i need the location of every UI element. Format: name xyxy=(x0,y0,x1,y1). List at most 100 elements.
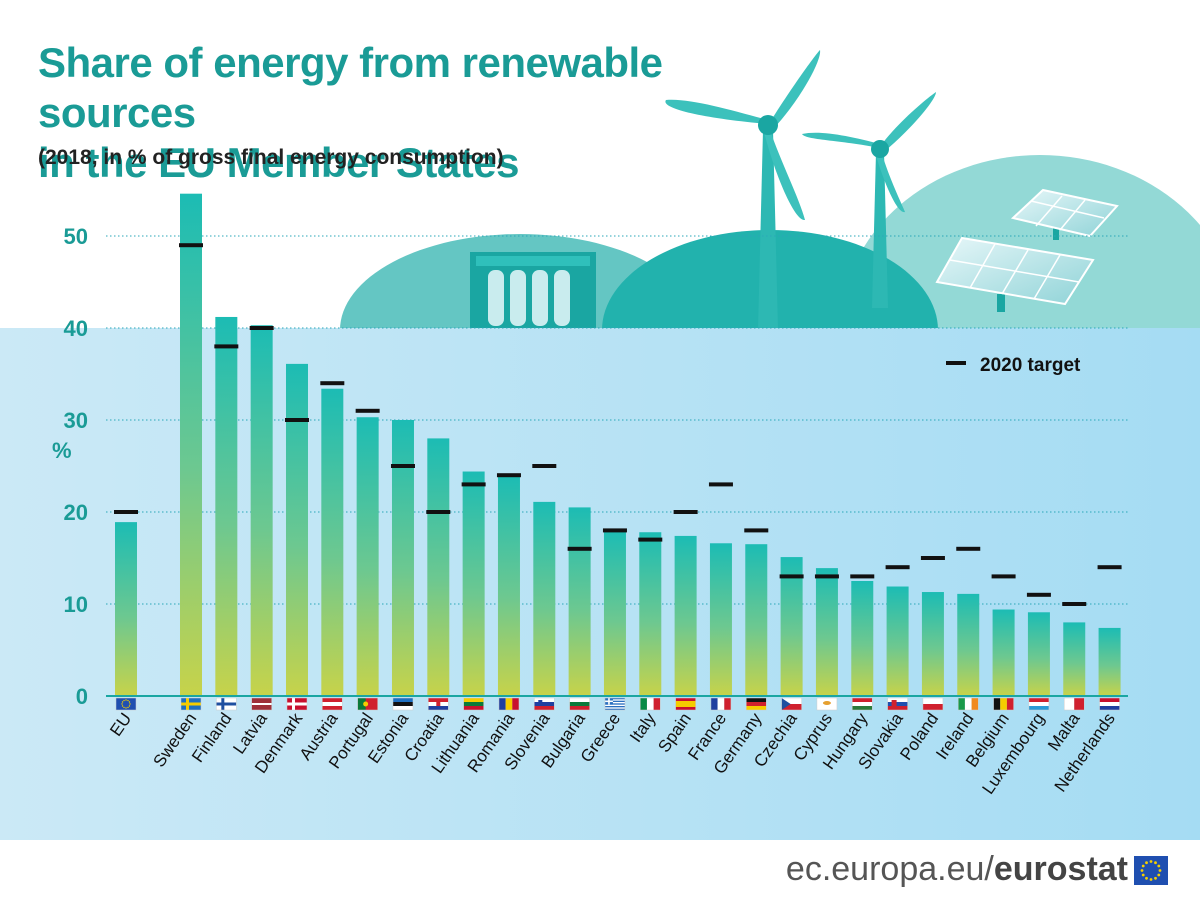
target-marker-sweden xyxy=(179,243,203,248)
flag-poland-icon xyxy=(922,697,944,711)
flag-ireland-icon xyxy=(958,697,979,711)
bar-luxembourg xyxy=(1027,612,1050,696)
bars xyxy=(115,193,1121,696)
flag-germany-icon xyxy=(746,697,767,711)
flag-sweden-icon xyxy=(180,697,202,711)
bar-bulgaria xyxy=(568,507,591,696)
page-title: Share of energy from renewable sources i… xyxy=(38,38,818,188)
target-marker-czechia xyxy=(779,574,804,579)
target-marker-ireland xyxy=(956,546,981,551)
flag-greece-icon xyxy=(604,697,626,711)
bar-malta xyxy=(1063,622,1086,696)
target-marker-estonia xyxy=(390,464,415,468)
target-marker-cyprus xyxy=(814,574,839,579)
target-marker-spain xyxy=(673,510,698,514)
flag-spain-icon xyxy=(675,697,696,711)
flag-netherlands-icon xyxy=(1099,697,1120,711)
target-marker-austria xyxy=(320,381,345,386)
target-marker-slovakia xyxy=(885,565,910,570)
y-axis: 0 10 20 30 40 50 xyxy=(64,224,88,709)
flag-romania-icon xyxy=(498,697,520,711)
subtitle: (2018, in % of gross final energy consum… xyxy=(38,146,504,169)
bar-hungary xyxy=(851,581,874,696)
legend-label: 2020 target xyxy=(980,355,1081,376)
flag-france-icon xyxy=(710,697,732,711)
target-marker-italy xyxy=(638,537,663,542)
flag-denmark-icon xyxy=(286,697,308,711)
wind-turbine-icon xyxy=(802,92,936,308)
footer-site: ec.europa.eu/ xyxy=(785,850,994,888)
flag-portugal-icon xyxy=(357,697,378,711)
bar-portugal xyxy=(356,417,379,696)
target-marker-finland xyxy=(214,344,239,349)
flag-lithuania-icon xyxy=(463,697,484,711)
y-tick-label: 50 xyxy=(64,224,88,249)
bar-belgium xyxy=(992,609,1015,696)
target-marker-poland xyxy=(920,556,945,560)
bar-latvia xyxy=(250,325,273,696)
target-marker-slovenia xyxy=(532,464,557,468)
target-marker-hungary xyxy=(850,574,875,579)
y-axis-label: % xyxy=(52,438,72,463)
y-tick-label: 20 xyxy=(64,500,88,525)
bar-denmark xyxy=(285,363,308,696)
flag-latvia-icon xyxy=(251,697,272,711)
bar-romania xyxy=(497,476,520,696)
target-marker-belgium xyxy=(991,574,1016,579)
target-marker-bulgaria xyxy=(567,546,592,551)
flags xyxy=(115,697,1120,711)
x-tick-label: EU xyxy=(106,709,135,739)
target-marker-latvia xyxy=(249,326,274,330)
target-marker-denmark xyxy=(284,418,309,422)
bar-germany xyxy=(745,544,768,696)
flag-belgium-icon xyxy=(993,697,1014,711)
flag-hungary-icon xyxy=(852,697,873,711)
bar-sweden xyxy=(180,193,202,696)
x-tick-label: Sweden xyxy=(149,709,200,770)
flag-italy-icon xyxy=(640,697,661,711)
target-marker-greece xyxy=(602,528,627,533)
target-marker-netherlands xyxy=(1097,565,1122,570)
target-marker-luxembourg xyxy=(1026,592,1051,597)
legend-marker xyxy=(946,361,966,365)
bar-croatia xyxy=(427,438,450,696)
y-tick-label: 10 xyxy=(64,592,88,617)
solar-panel-icon xyxy=(1010,188,1119,240)
bar-italy xyxy=(639,532,662,696)
target-marker-romania xyxy=(496,473,521,478)
x-tick-label: Poland xyxy=(896,709,942,763)
x-tick-label: Italy xyxy=(626,709,660,746)
target-marker-germany xyxy=(744,528,769,533)
flag-slovakia-icon xyxy=(887,697,908,711)
y-tick-label: 30 xyxy=(64,408,88,433)
bar-lithuania xyxy=(462,471,485,696)
target-marker-eu xyxy=(114,510,138,514)
flag-malta-icon xyxy=(1064,697,1085,711)
flag-luxembourg-icon xyxy=(1028,697,1050,711)
flag-bulgaria-icon xyxy=(569,697,590,711)
bar-finland xyxy=(215,316,238,696)
bar-slovakia xyxy=(886,586,909,696)
bar-austria xyxy=(321,388,344,696)
legend: 2020 target xyxy=(946,355,1081,376)
title-line-2: in the EU Member States xyxy=(38,139,519,186)
target-marker-lithuania xyxy=(461,482,486,487)
bar-poland xyxy=(921,592,944,696)
bar-spain xyxy=(674,535,697,696)
dam-icon xyxy=(470,252,596,328)
target-marker-croatia xyxy=(426,510,451,514)
flag-slovenia-icon xyxy=(534,697,555,711)
footer-source: ec.europa.eu/eurostat xyxy=(786,850,1128,889)
bar-greece xyxy=(603,530,626,696)
target-markers xyxy=(114,243,1122,606)
bar-netherlands xyxy=(1098,627,1121,696)
flag-austria-icon xyxy=(322,697,343,711)
flag-finland-icon xyxy=(216,697,237,711)
bar-eu xyxy=(115,522,137,696)
target-marker-france xyxy=(708,482,733,487)
bar-france xyxy=(709,543,732,696)
wind-turbine-icon xyxy=(665,50,821,330)
bar-czechia xyxy=(780,557,803,696)
